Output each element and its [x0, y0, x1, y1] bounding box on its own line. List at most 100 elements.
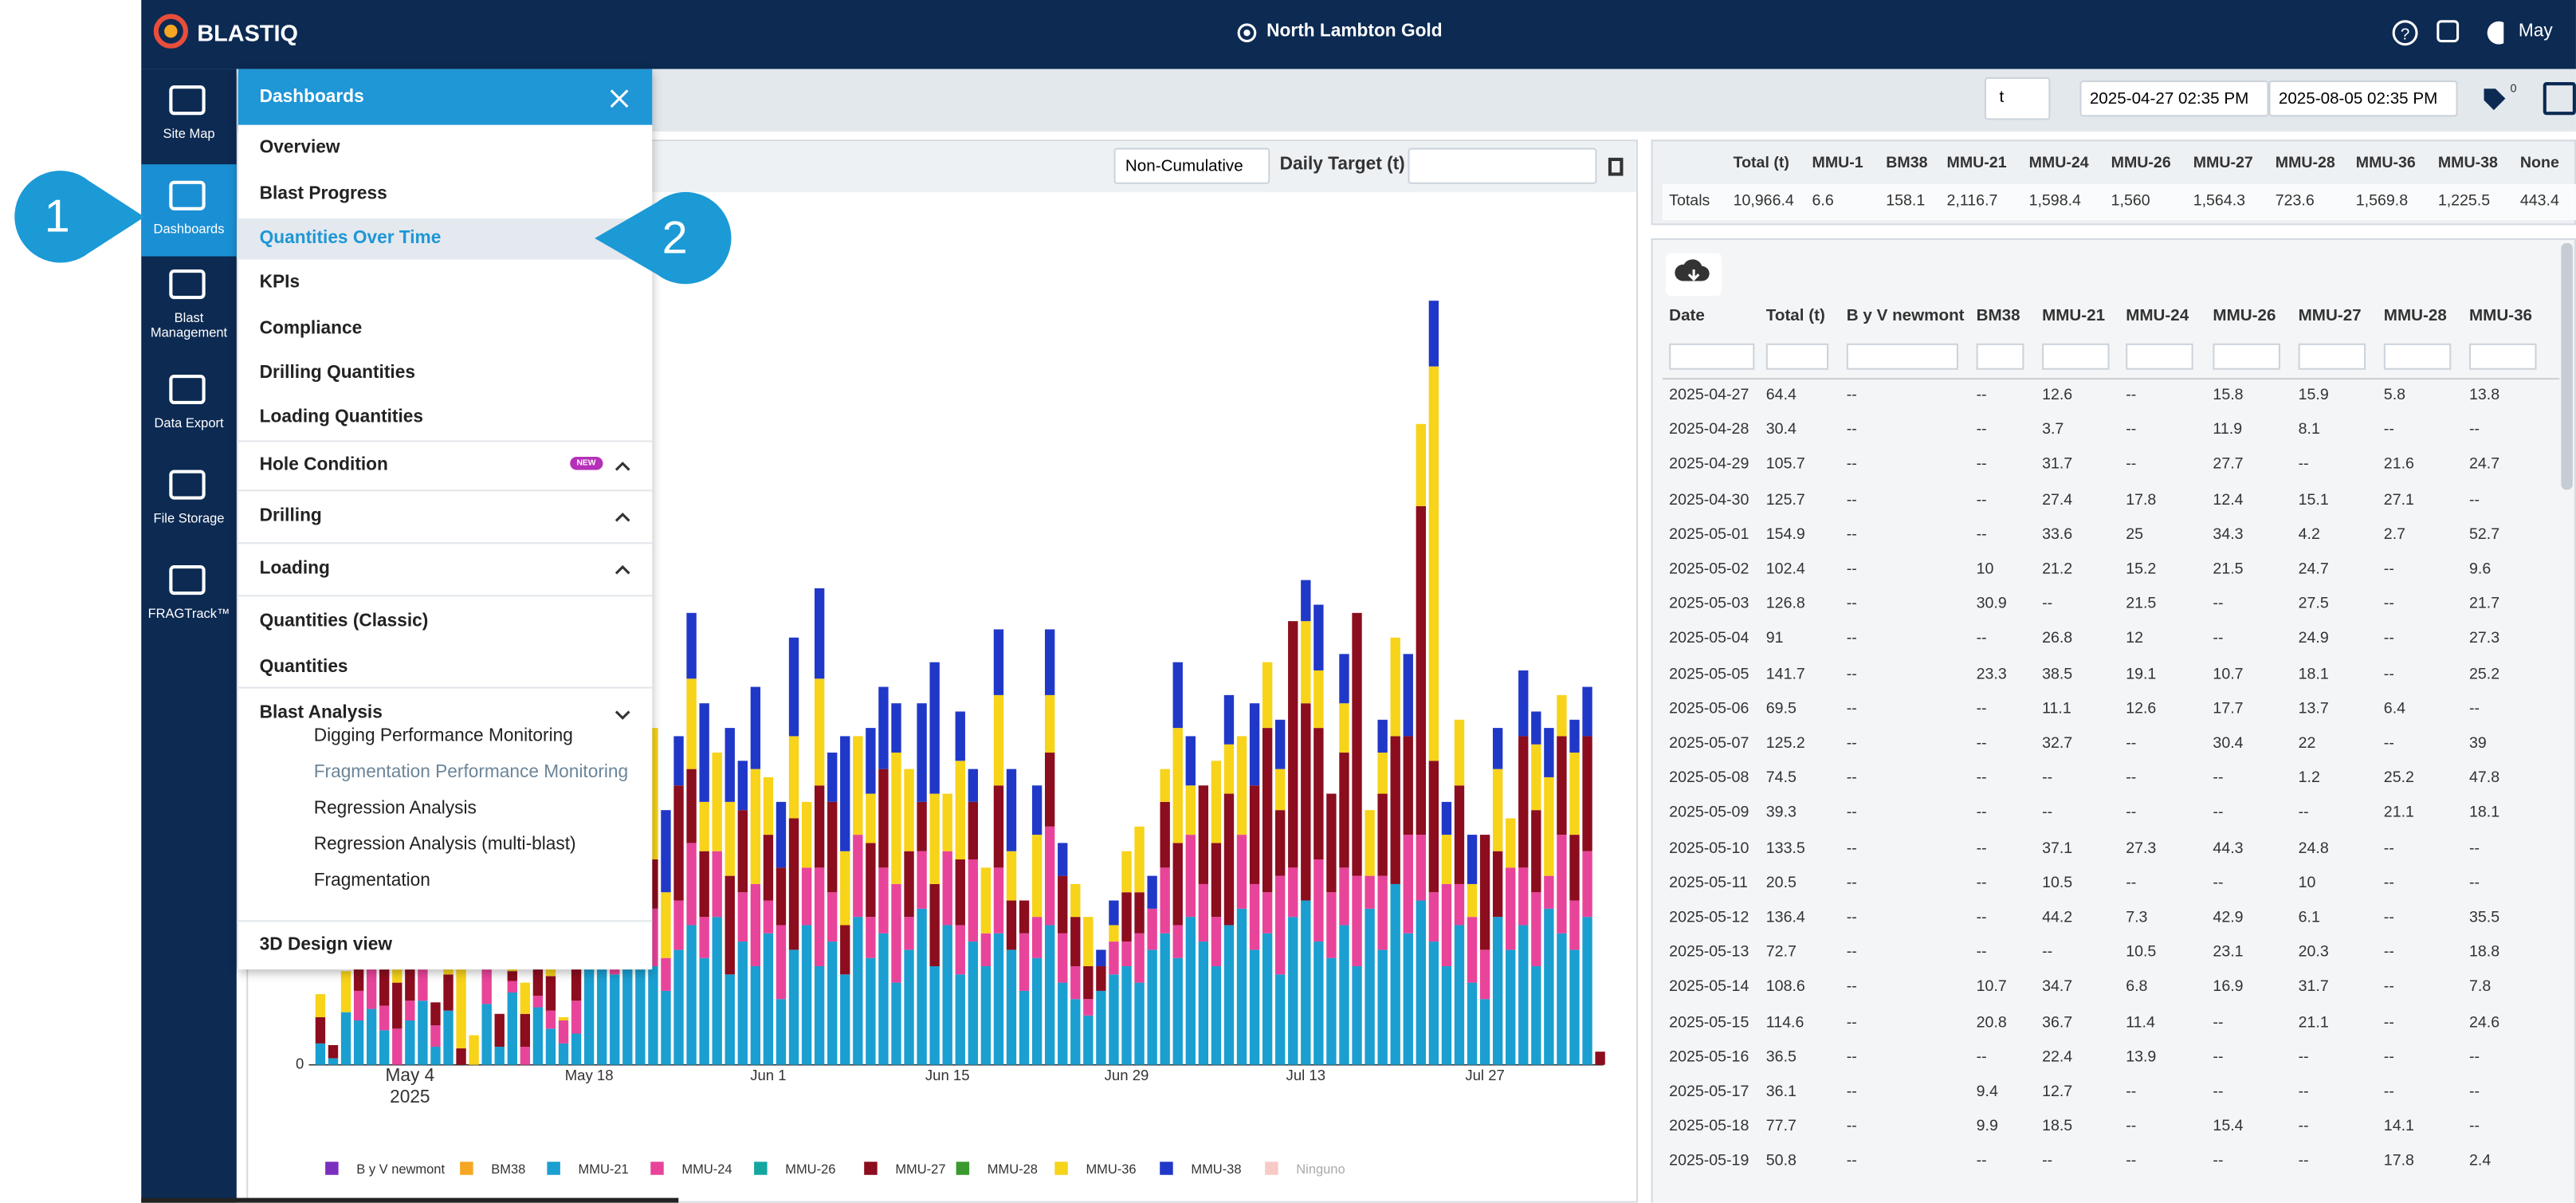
- column-filter[interactable]: [2468, 343, 2537, 370]
- legend-label[interactable]: MMU-21: [579, 1162, 629, 1177]
- table-cell: 11.9: [2213, 421, 2243, 439]
- menu-item[interactable]: Quantities Over Time: [259, 228, 442, 249]
- header-icons[interactable]: ?: [2389, 17, 2504, 53]
- download-button[interactable]: [1666, 253, 1722, 297]
- legend-label[interactable]: MMU-26: [785, 1162, 835, 1177]
- menu-item[interactable]: Hole Condition: [259, 454, 388, 475]
- x-tick-label: Jul 13: [1286, 1067, 1326, 1083]
- end-date[interactable]: 2025-08-05 02:35 PM: [2268, 80, 2458, 117]
- site-name[interactable]: North Lambton Gold: [1266, 21, 1443, 41]
- bar-segment: [788, 637, 799, 737]
- menu-item[interactable]: Compliance: [259, 318, 363, 339]
- legend-label[interactable]: MMU-24: [681, 1162, 732, 1177]
- target-input[interactable]: [1408, 147, 1597, 184]
- menu-caret[interactable]: [615, 460, 631, 473]
- menu-caret[interactable]: [615, 708, 631, 721]
- table-cell: 2025-05-09: [1669, 804, 1749, 823]
- scrollbar[interactable]: [2561, 243, 2573, 490]
- bar-segment: [1096, 949, 1106, 966]
- tag-icon[interactable]: [2480, 85, 2507, 112]
- legend-label[interactable]: MMU-36: [1086, 1162, 1136, 1177]
- sidebar-icon[interactable]: [169, 374, 206, 405]
- legend-label[interactable]: Ninguno: [1296, 1162, 1345, 1177]
- sidebar-icon[interactable]: [169, 85, 206, 116]
- menu-item[interactable]: Blast Analysis: [259, 703, 383, 723]
- menu-item[interactable]: Overview: [259, 138, 340, 158]
- menu-item[interactable]: 3D Design view: [259, 934, 393, 955]
- sidebar-label[interactable]: Site Map: [163, 126, 215, 142]
- sidebar-icon[interactable]: [169, 470, 206, 500]
- bar-segment: [315, 994, 326, 1017]
- menu-item[interactable]: Blast Progress: [259, 183, 387, 204]
- bar-segment: [1569, 835, 1580, 901]
- menu-close[interactable]: [608, 87, 631, 110]
- table-cell: 2025-04-27: [1669, 386, 1749, 405]
- column-filter[interactable]: [2298, 343, 2366, 370]
- legend-label[interactable]: MMU-28: [988, 1162, 1038, 1177]
- legend-label[interactable]: BM38: [491, 1162, 525, 1177]
- bar-segment: [1390, 736, 1400, 884]
- menu-item[interactable]: Loading: [259, 558, 330, 579]
- menu-subitem[interactable]: Regression Analysis: [313, 798, 477, 819]
- bar-segment: [1288, 917, 1298, 1065]
- legend-label[interactable]: MMU-38: [1191, 1162, 1241, 1177]
- column-filter[interactable]: [1669, 343, 1755, 370]
- menu-subitem[interactable]: Regression Analysis (multi-blast): [313, 835, 576, 855]
- table-cell: --: [2213, 1048, 2224, 1067]
- bar-segment: [737, 942, 748, 1065]
- bar-segment: [814, 867, 825, 966]
- bar-segment: [827, 892, 838, 942]
- menu-caret[interactable]: [615, 564, 631, 576]
- bar-segment: [1544, 728, 1554, 777]
- menu-item[interactable]: Drilling: [259, 505, 322, 526]
- sidebar-icon[interactable]: [169, 180, 206, 210]
- mode-select[interactable]: Non-Cumulative: [1113, 147, 1270, 184]
- logo[interactable]: BLASTIQ: [197, 19, 299, 46]
- totals-cell: 723.6: [2275, 192, 2315, 210]
- bar-segment: [1492, 917, 1503, 1065]
- column-filter[interactable]: [2213, 343, 2280, 370]
- table-cell: 17.7: [2213, 699, 2244, 718]
- column-filter[interactable]: [1846, 343, 1958, 370]
- sidebar-label[interactable]: Dashboards: [153, 222, 225, 237]
- bar-segment: [1416, 900, 1426, 1065]
- menu-item[interactable]: Drilling Quantities: [259, 363, 415, 383]
- column-filter[interactable]: [2126, 343, 2193, 370]
- copy-icon[interactable]: [1608, 157, 1624, 176]
- menu-subitem[interactable]: Digging Performance Monitoring: [313, 726, 573, 746]
- bar-segment: [1582, 736, 1592, 851]
- bar-segment: [1390, 637, 1400, 737]
- totals-cell: 1,564.3: [2193, 192, 2246, 210]
- menu-subitem[interactable]: Fragmentation: [313, 871, 430, 891]
- sidebar-icon[interactable]: [169, 565, 206, 596]
- column-filter[interactable]: [2042, 343, 2110, 370]
- x-tick-label: Jun 29: [1105, 1067, 1149, 1083]
- menu-caret[interactable]: [615, 511, 631, 524]
- menu-item[interactable]: KPIs: [259, 273, 300, 293]
- bar-segment: [1006, 769, 1017, 851]
- panel-toggle[interactable]: [2543, 82, 2576, 116]
- menu-subitem[interactable]: Fragmentation Performance Monitoring: [313, 762, 629, 783]
- sidebar-label[interactable]: File Storage: [153, 511, 225, 526]
- start-date[interactable]: 2025-04-27 02:35 PM: [2079, 80, 2269, 117]
- bar-segment: [1223, 925, 1235, 1065]
- menu-item[interactable]: Quantities (Classic): [259, 611, 429, 631]
- table-cell: --: [1846, 908, 1857, 927]
- legend-label[interactable]: B y V newmont: [356, 1162, 445, 1177]
- menu-item[interactable]: Quantities: [259, 657, 348, 678]
- user-name[interactable]: May: [2518, 21, 2553, 41]
- bar-segment: [1531, 965, 1541, 1065]
- table-cell: 2025-05-18: [1669, 1118, 1749, 1136]
- sidebar-label[interactable]: Data Export: [154, 415, 224, 431]
- sidebar-label[interactable]: FRAGTrack™: [147, 606, 230, 622]
- table-cell: 30.4: [1765, 421, 1797, 439]
- sidebar-icon[interactable]: [169, 269, 206, 300]
- column-filter[interactable]: [2383, 343, 2452, 370]
- bar-segment: [1096, 990, 1106, 1065]
- column-filter[interactable]: [1976, 343, 2024, 370]
- column-filter[interactable]: [1765, 343, 1829, 370]
- legend-label[interactable]: MMU-27: [895, 1162, 945, 1177]
- sidebar-label[interactable]: Blast Management: [150, 310, 228, 340]
- unit-select[interactable]: t: [1984, 77, 2051, 120]
- menu-item[interactable]: Loading Quantities: [259, 407, 424, 427]
